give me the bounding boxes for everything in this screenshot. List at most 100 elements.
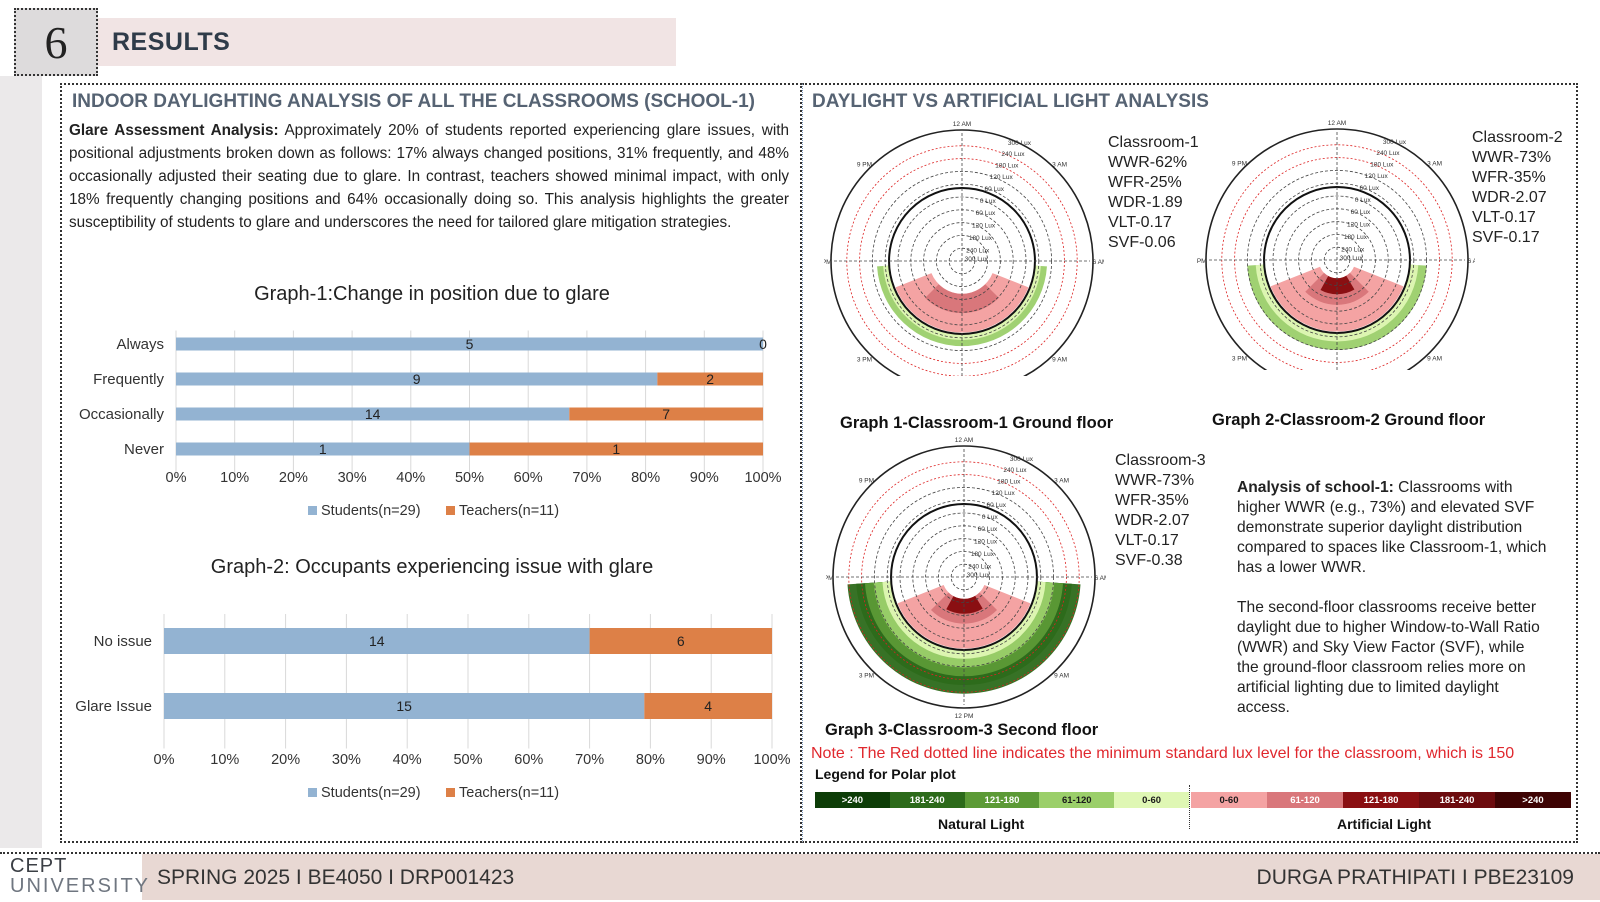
x-tick-label: 50% xyxy=(455,470,484,486)
classroom-1-wfr: WFR-25% xyxy=(1108,174,1182,191)
polar-legend-title: Legend for Polar plot xyxy=(815,766,956,782)
graph2-title: Graph-2: Occupants experiencing issue wi… xyxy=(210,556,654,578)
footer-bar xyxy=(142,854,1600,900)
x-tick-label: 50% xyxy=(453,752,482,768)
lux-ring-label: 240 Lux xyxy=(968,563,992,570)
right-panel-title: DAYLIGHT VS ARTIFICIAL LIGHT ANALYSIS xyxy=(812,91,1209,112)
legend-label: Students(n=29) xyxy=(321,785,421,801)
bar-data-label: 0 xyxy=(759,336,767,352)
lux-ring-label: 60 Lux xyxy=(986,502,1006,509)
x-tick-label: 90% xyxy=(697,752,726,768)
category-label: Glare Issue xyxy=(75,698,152,715)
lux-ring-label: 300 Lux xyxy=(1383,139,1407,146)
x-tick-label: 80% xyxy=(631,470,660,486)
classroom-3-vlt: VLT-0.17 xyxy=(1115,532,1179,549)
classroom-3-name: Classroom-3 xyxy=(1115,452,1206,469)
bar-data-label: 15 xyxy=(396,698,412,714)
bar-segment xyxy=(469,442,763,456)
classroom-1-name: Classroom-1 xyxy=(1108,134,1199,151)
artificial-light-band xyxy=(1320,275,1355,295)
hour-label: 12 AM xyxy=(955,437,973,444)
bar-data-label: 1 xyxy=(319,441,327,457)
classroom-2-name: Classroom-2 xyxy=(1472,129,1563,146)
university-logo-top: CEPT xyxy=(10,855,68,877)
legend-swatch: 181-240 xyxy=(1419,792,1495,808)
lux-ring-label: 300 Lux xyxy=(967,572,991,579)
lux-ring-label: 60 Lux xyxy=(978,526,998,533)
lux-ring-label: 240 Lux xyxy=(1341,246,1365,253)
x-tick-label: 0% xyxy=(154,752,175,768)
bar-data-label: 14 xyxy=(365,406,381,422)
x-tick-label: 40% xyxy=(396,470,425,486)
classroom-1-info: Classroom-1 WWR-62% WFR-25% WDR-1.89 VLT… xyxy=(1108,133,1199,253)
hour-label: 9 PM xyxy=(857,161,872,168)
hour-label: 6 PM xyxy=(824,259,832,266)
hour-label: 6 PM xyxy=(1195,258,1207,265)
hour-label: 12 AM xyxy=(953,121,971,128)
legend-swatch: 121-180 xyxy=(1343,792,1419,808)
outer-ring xyxy=(830,129,1094,376)
para-heading: Glare Assessment Analysis: xyxy=(69,122,279,139)
lux-ring-label: 180 Lux xyxy=(971,551,995,558)
x-tick-label: 60% xyxy=(514,470,543,486)
lux-ring-label: 180 Lux xyxy=(969,235,993,242)
section-number: 6 xyxy=(14,8,98,76)
graph-2-label: Graph 2-Classroom-2 Ground floor xyxy=(1212,411,1486,429)
bar-data-label: 4 xyxy=(704,698,712,714)
natural-light-band xyxy=(873,581,1055,668)
lux-ring-label: 120 Lux xyxy=(972,222,996,229)
polar-plot-classroom-3: 12 AM 3 AM 6 AM 9 AM 12 PM 3 PM 6 PM 9 PM 300 Lu… xyxy=(826,437,1106,719)
category-label: No issue xyxy=(94,633,152,650)
x-tick-label: 70% xyxy=(572,470,601,486)
lux-ring-label: 120 Lux xyxy=(990,174,1014,181)
lux-ring-label: 180 Lux xyxy=(1344,234,1368,241)
graph1-title: Graph-1:Change in position due to glare xyxy=(254,283,610,305)
analysis-heading: Analysis of school-1: xyxy=(1237,479,1394,496)
red-line-note: Note : The Red dotted line indicates the… xyxy=(811,745,1515,762)
legend-swatch: >240 xyxy=(1495,792,1571,808)
hour-label: 3 AM xyxy=(1427,160,1442,167)
graph-1-label: Graph 1-Classroom-1 Ground floor xyxy=(840,414,1114,432)
lux-ring-label: 180 Lux xyxy=(1370,161,1394,168)
graph1-bar-chart: 0% 10% 20% 30% 40% 50% 60% 70% 80% 90% 100% Always 5… xyxy=(79,330,782,519)
bar-segment xyxy=(176,372,658,386)
legend-swatch xyxy=(446,788,455,797)
x-tick-label: 90% xyxy=(690,470,719,486)
bar-segment xyxy=(164,693,645,719)
lux-ring-label: 240 Lux xyxy=(1001,151,1025,158)
bar-segment xyxy=(589,628,772,654)
left-decor-strip xyxy=(0,76,42,848)
bar-data-label: 2 xyxy=(706,371,714,387)
bar-data-label: 6 xyxy=(677,633,685,649)
lux-ring-label: 60 Lux xyxy=(984,186,1004,193)
lux-ring-label: 60 Lux xyxy=(976,210,996,217)
legend-swatch xyxy=(308,506,317,515)
bar-data-label: 9 xyxy=(413,371,421,387)
legend-swatch: 61-120 xyxy=(1267,792,1343,808)
footer-course-info: SPRING 2025 I BE4050 I DRP001423 xyxy=(157,866,515,889)
natural-light-legend: >240 181-240 121-180 61-120 0-60 xyxy=(815,792,1189,808)
legend-label: Teachers(n=11) xyxy=(459,785,559,801)
category-label: Occasionally xyxy=(79,406,165,423)
artificial-light-band xyxy=(946,595,983,614)
school-1-analysis: Analysis of school-1: Classrooms with hi… xyxy=(1237,478,1547,718)
x-tick-label: 100% xyxy=(753,752,790,768)
legend-swatch: >240 xyxy=(815,792,890,808)
x-tick-label: 10% xyxy=(220,470,249,486)
legend-swatch: 0-60 xyxy=(1114,792,1189,808)
legend-swatch: 181-240 xyxy=(889,792,965,808)
hour-label: 6 AM xyxy=(1095,575,1106,582)
hour-label: 3 AM xyxy=(1054,477,1069,484)
natural-light-label: Natural Light xyxy=(938,816,1025,832)
lux-ring-label: 240 Lux xyxy=(1376,150,1400,157)
lux-ring-label: 180 Lux xyxy=(995,162,1019,169)
lux-ring-label: 300 Lux xyxy=(1340,255,1364,262)
legend-swatch xyxy=(446,506,455,515)
artificial-light-label: Artificial Light xyxy=(1337,816,1432,832)
graph2-bar-chart: 0% 10% 20% 30% 40% 50% 60% 70% 80% 90% 100% No issu… xyxy=(75,614,791,801)
hour-label: 6 AM xyxy=(1468,258,1475,265)
hour-label: 3 PM xyxy=(859,673,874,680)
classroom-1-wdr: WDR-1.89 xyxy=(1108,194,1183,211)
bar-segment xyxy=(164,628,590,654)
lux-ring-label: 240 Lux xyxy=(966,247,990,254)
